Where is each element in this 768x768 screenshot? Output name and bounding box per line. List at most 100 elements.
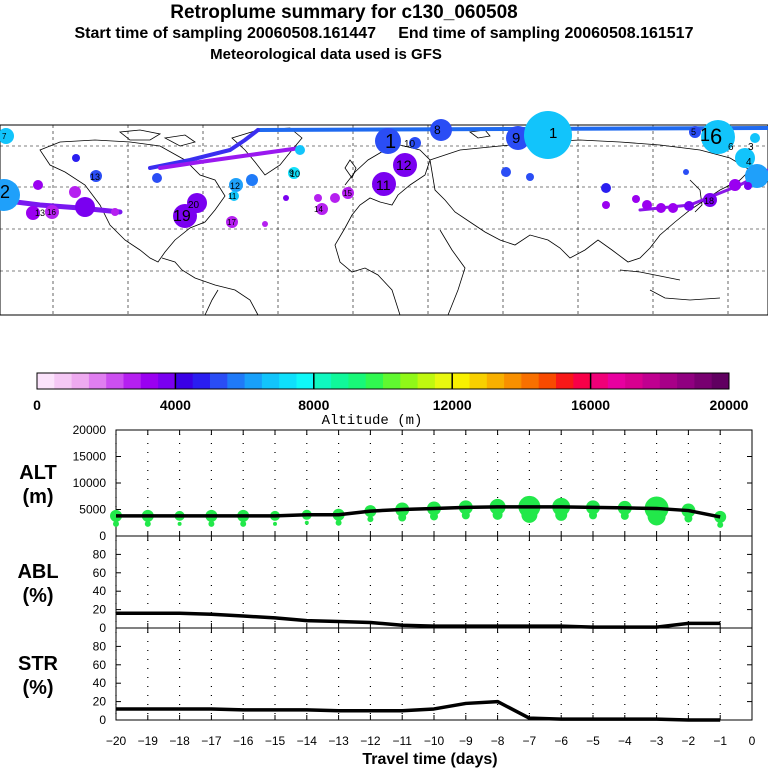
- map-point: [283, 195, 289, 201]
- map-label: 13: [90, 172, 100, 182]
- map-point: [393, 153, 417, 177]
- map-label: 14: [314, 205, 323, 214]
- map-point: [316, 203, 328, 215]
- colorbar-swatch: [486, 373, 505, 389]
- map-label: 7: [2, 132, 7, 141]
- map-point: [375, 128, 401, 154]
- altitude-cluster: [113, 520, 119, 527]
- map-point: [501, 167, 511, 177]
- altitude-cluster: [398, 513, 407, 522]
- series-line: [116, 505, 721, 519]
- map-label: 10: [290, 169, 300, 179]
- y-tick-label: 5000: [79, 503, 106, 517]
- colorbar-swatch: [296, 373, 315, 389]
- altitude-cluster: [208, 520, 215, 527]
- map-point: [33, 180, 43, 190]
- map-label: 1: [549, 125, 557, 142]
- map-point: [744, 182, 752, 190]
- colorbar-swatch: [504, 373, 522, 389]
- map-point: [601, 183, 611, 193]
- altitude-cluster: [273, 521, 277, 526]
- colorbar-swatch: [227, 373, 246, 389]
- map-point: [229, 178, 243, 192]
- x-tick-label: −4: [618, 734, 632, 748]
- colorbar-swatch: [313, 373, 332, 389]
- world-map-panel: 1 1 1 2 3 4 5 6 6 7 8 9 9 10 10 11 11 12…: [0, 111, 768, 316]
- colorbar-swatch: [521, 373, 540, 389]
- colorbar-swatch: [573, 373, 592, 389]
- map-label: 9: [289, 168, 294, 178]
- colorbar-tick-label: 0: [33, 397, 41, 413]
- map-label: 10: [404, 139, 416, 150]
- y-tick-label: 40: [93, 584, 107, 598]
- x-tick-label: −2: [682, 734, 696, 748]
- x-tick-label: −18: [169, 734, 190, 748]
- colorbar-swatch: [348, 373, 367, 389]
- map-point: [173, 204, 197, 228]
- x-tick-label: −20: [106, 734, 127, 748]
- panel-ylabel: ALT: [19, 462, 56, 484]
- x-tick-label: −10: [424, 734, 445, 748]
- colorbar-swatch: [71, 373, 90, 389]
- met-data-note: Meteorological data used is GFS: [210, 46, 442, 63]
- x-tick-label: −12: [360, 734, 381, 748]
- y-tick-label: 15000: [73, 450, 107, 464]
- y-tick-label: 20: [93, 603, 107, 617]
- altitude-cluster: [461, 511, 470, 520]
- map-label: 15: [343, 189, 352, 198]
- x-tick-label: −14: [297, 734, 318, 748]
- colorbar-swatch: [54, 373, 73, 389]
- altitude-cluster: [717, 521, 724, 528]
- map-point: [111, 208, 119, 216]
- map-point: [69, 186, 81, 198]
- time-series-panels: 05000100001500020000ALT(m)020406080ABL(%…: [17, 423, 755, 768]
- colorbar-swatch: [261, 373, 280, 389]
- map-label: 19: [173, 208, 191, 225]
- map-label: 11: [376, 177, 391, 193]
- map-point: [288, 167, 300, 179]
- x-tick-label: −7: [523, 734, 537, 748]
- altitude-cluster: [367, 516, 374, 523]
- map-label: 13: [35, 208, 45, 218]
- altitude-cluster: [240, 520, 247, 527]
- colorbar-tick-label: 16000: [571, 397, 610, 413]
- altitude-cluster: [144, 520, 151, 527]
- sampling-times: Start time of sampling 20060508.161447 E…: [74, 25, 694, 42]
- map-label: 1: [385, 131, 396, 153]
- altitude-cluster: [647, 507, 666, 526]
- map-frame: [0, 124, 768, 316]
- colorbar-swatch: [140, 373, 159, 389]
- map-point: [262, 221, 268, 227]
- colorbar-swatch: [694, 373, 713, 389]
- map-day-labels: 1 1 1 2 3 4 5 6 6 7 8 9 9 10 10 11 11 12…: [0, 123, 754, 227]
- map-point: [229, 191, 239, 201]
- map-point: [90, 170, 102, 182]
- altitude-cluster: [304, 520, 309, 525]
- map-point: [668, 203, 678, 213]
- series-line: [116, 699, 721, 722]
- colorbar-swatch: [625, 373, 643, 389]
- y-tick-label: 10000: [73, 476, 107, 490]
- map-point: [703, 193, 717, 207]
- map-label: 6: [728, 142, 734, 153]
- colorbar-swatch: [383, 373, 401, 389]
- map-point: [330, 193, 340, 203]
- colorbar-swatch: [659, 373, 678, 389]
- map-point: [72, 154, 80, 162]
- map-point: [506, 126, 530, 150]
- panel-alt: 0 5000 10000 15000 20000 ALT(m): [19, 423, 753, 543]
- map-point: [372, 172, 396, 196]
- map-label: 12: [230, 181, 240, 191]
- x-tick-label: −9: [459, 734, 473, 748]
- map-label: 16: [47, 208, 56, 217]
- x-tick-label: −15: [265, 734, 286, 748]
- y-tick-label: 0: [99, 529, 106, 543]
- map-point: [152, 173, 162, 183]
- map-point: [701, 120, 735, 154]
- colorbar-swatch: [331, 373, 349, 389]
- y-tick-label: 0: [99, 621, 106, 635]
- colorbar-swatch: [469, 373, 488, 389]
- map-point: [729, 179, 741, 191]
- map-label: 18: [704, 196, 714, 206]
- colorbar-swatch: [452, 373, 470, 389]
